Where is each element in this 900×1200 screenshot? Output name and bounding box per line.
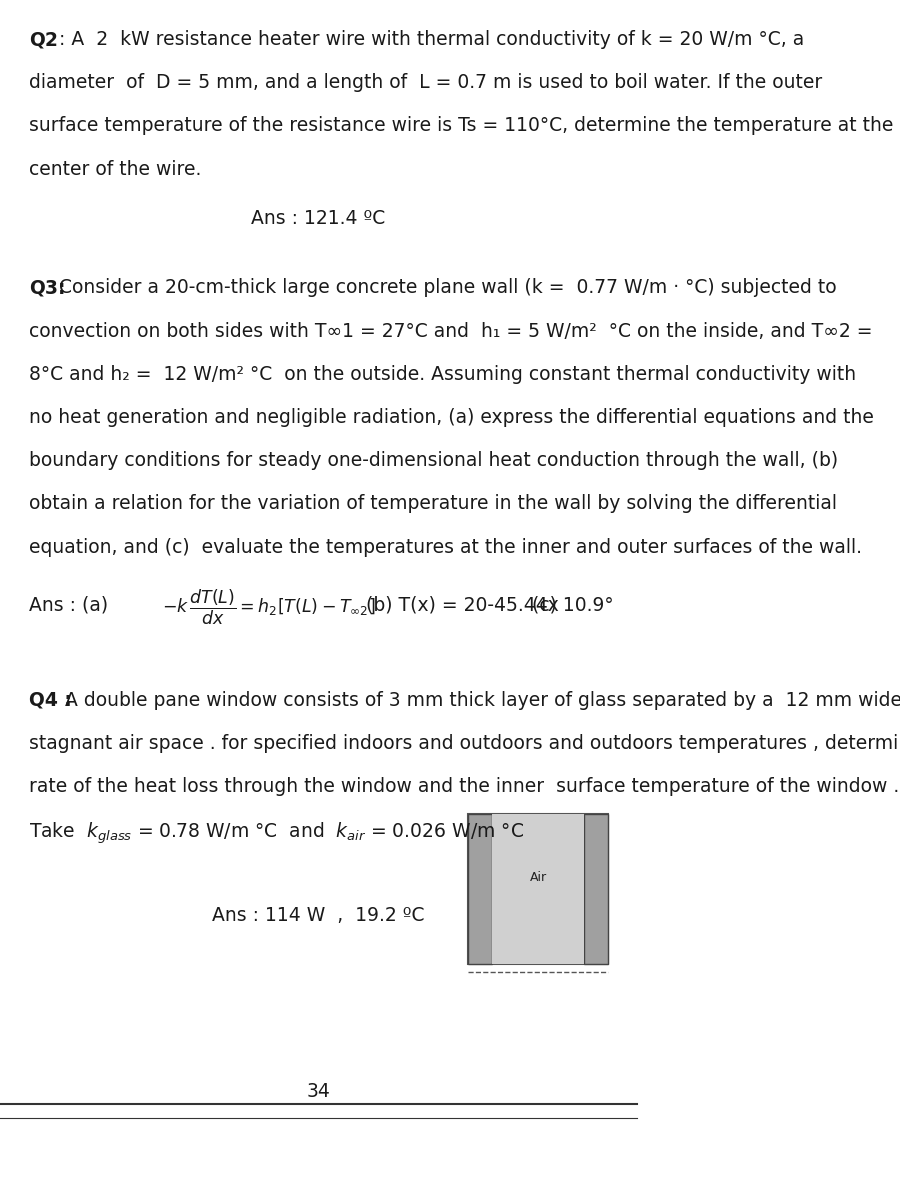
Text: : A  2  kW resistance heater wire with thermal conductivity of k = 20 W/m °C, a: : A 2 kW resistance heater wire with the… xyxy=(53,30,804,49)
Text: Ans : 114 W  ,  19.2 ºC: Ans : 114 W , 19.2 ºC xyxy=(212,906,425,924)
Text: A double pane window consists of 3 mm thick layer of glass separated by a  12 mm: A double pane window consists of 3 mm th… xyxy=(59,691,900,709)
Text: (c) 10.9°: (c) 10.9° xyxy=(532,595,613,614)
Text: Consider a 20-cm-thick large concrete plane wall (k =  0.77 W/m · °C) subjected : Consider a 20-cm-thick large concrete pl… xyxy=(53,278,836,298)
Text: Ans : (a): Ans : (a) xyxy=(29,595,108,614)
Text: equation, and (c)  evaluate the temperatures at the inner and outer surfaces of : equation, and (c) evaluate the temperatu… xyxy=(29,538,861,557)
Text: Q4 :: Q4 : xyxy=(29,691,71,709)
Text: Q3:: Q3: xyxy=(29,278,65,298)
Text: (b) T(x) = 20-45.44x: (b) T(x) = 20-45.44x xyxy=(366,595,559,614)
Text: $-k\,\dfrac{dT(L)}{dx} = h_2[T(L)-T_{\infty 2}]$: $-k\,\dfrac{dT(L)}{dx} = h_2[T(L)-T_{\in… xyxy=(162,588,376,626)
Text: 8°C and h₂ =  12 W/m² °C  on the outside. Assuming constant thermal conductivity: 8°C and h₂ = 12 W/m² °C on the outside. … xyxy=(29,365,856,384)
Text: Air: Air xyxy=(529,871,546,884)
Text: diameter  of  D = 5 mm, and a length of  L = 0.7 m is used to boil water. If the: diameter of D = 5 mm, and a length of L … xyxy=(29,73,822,92)
Text: Ans : 121.4 ºC: Ans : 121.4 ºC xyxy=(251,209,385,228)
Text: obtain a relation for the variation of temperature in the wall by solving the di: obtain a relation for the variation of t… xyxy=(29,494,837,514)
Bar xyxy=(468,815,491,965)
Text: boundary conditions for steady one-dimensional heat conduction through the wall,: boundary conditions for steady one-dimen… xyxy=(29,451,838,470)
Bar xyxy=(584,815,608,965)
Text: no heat generation and negligible radiation, (a) express the differential equati: no heat generation and negligible radiat… xyxy=(29,408,874,427)
Text: surface temperature of the resistance wire is Ts = 110°C, determine the temperat: surface temperature of the resistance wi… xyxy=(29,116,893,136)
Text: stagnant air space . for specified indoors and outdoors and outdoors temperature: stagnant air space . for specified indoo… xyxy=(29,734,900,752)
Text: rate of the heat loss through the window and the inner  surface temperature of t: rate of the heat loss through the window… xyxy=(29,778,899,796)
Text: Q2: Q2 xyxy=(29,30,58,49)
Text: 34: 34 xyxy=(306,1082,330,1102)
Text: Take  $k_{glass}$ = 0.78 W/m °C  and  $k_{air}$ = 0.026 W/m °C: Take $k_{glass}$ = 0.78 W/m °C and $k_{a… xyxy=(29,821,524,846)
Text: center of the wire.: center of the wire. xyxy=(29,160,201,179)
Text: convection on both sides with T∞1 = 27°C and  h₁ = 5 W/m²  °C on the inside, and: convection on both sides with T∞1 = 27°C… xyxy=(29,322,872,341)
Bar xyxy=(491,815,584,965)
Bar xyxy=(468,815,608,965)
